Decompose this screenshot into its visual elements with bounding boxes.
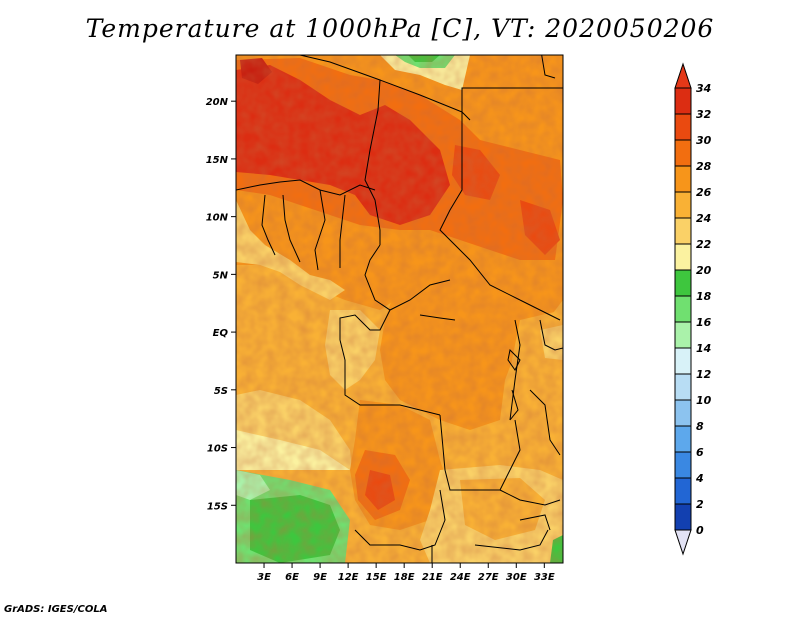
temperature-field	[236, 55, 563, 563]
lat-tick-label: 5S	[214, 386, 228, 397]
colorbar-label: 10	[696, 394, 712, 407]
lon-tick-label: 12E	[338, 572, 359, 583]
colorbar-swatch	[674, 113, 692, 141]
lat-tick-label: 15S	[207, 501, 228, 512]
colorbar-label: 6	[696, 446, 704, 459]
colorbar-label: 2	[696, 498, 704, 511]
colorbar-label: 28	[696, 160, 712, 173]
footer-credit: GrADS: IGES/COLA	[4, 604, 108, 615]
lon-tick-label: 18E	[394, 572, 415, 583]
lon-tick-label: 9E	[313, 572, 327, 583]
colorbar-label: 32	[696, 108, 712, 121]
map-frame	[235, 54, 564, 564]
colorbar-swatch	[674, 87, 692, 115]
country-borders	[236, 55, 563, 563]
lon-tick-label: 24E	[450, 572, 471, 583]
map-title: Temperature at 1000hPa [C], VT: 20200502…	[85, 14, 715, 43]
lon-tick-label: 15E	[366, 572, 387, 583]
colorbar-swatch	[674, 503, 692, 531]
colorbar-swatch	[674, 451, 692, 479]
colorbar-swatch	[674, 191, 692, 219]
colorbar-swatch	[674, 373, 692, 401]
lat-tick-label: 10N	[206, 213, 229, 224]
colorbar-label: 14	[696, 342, 711, 355]
latitude-axis: 20N 15N 10N 5N EQ 5S 10S 15S	[206, 97, 236, 512]
lat-tick-label: EQ	[213, 328, 229, 339]
colorbar-label: 0	[696, 524, 704, 537]
lon-tick-label: 30E	[506, 572, 527, 583]
longitude-axis: 3E 6E 9E 12E 15E 18E 21E 24E 27E 30E 33E	[257, 563, 555, 583]
colorbar-swatch	[674, 321, 692, 349]
colorbar-label: 20	[696, 264, 712, 277]
lon-tick-label: 6E	[285, 572, 299, 583]
colorbar-label: 12	[696, 368, 712, 381]
lat-tick-label: 5N	[213, 270, 229, 281]
colorbar-label: 8	[696, 420, 704, 433]
lat-tick-label: 10S	[207, 444, 228, 455]
colorbar-swatch	[674, 139, 692, 167]
lon-tick-label: 21E	[422, 572, 443, 583]
colorbar-swatch	[674, 347, 692, 375]
lat-tick-label: 15N	[206, 155, 229, 166]
colorbar-swatch	[674, 269, 692, 297]
colorbar-top-arrow	[674, 62, 692, 89]
colorbar-swatch	[674, 243, 692, 271]
colorbar-swatch	[674, 295, 692, 323]
colorbar-swatch	[674, 399, 692, 427]
lat-tick-label: 20N	[206, 97, 229, 108]
colorbar-swatch	[674, 217, 692, 245]
colorbar-label: 18	[696, 290, 712, 303]
colorbar-label: 4	[695, 472, 704, 485]
colorbar-label: 30	[696, 134, 712, 147]
colorbar-bottom-arrow	[674, 529, 692, 556]
colorbar-label: 16	[696, 316, 712, 329]
lon-tick-label: 27E	[478, 572, 499, 583]
lon-tick-label: 3E	[257, 572, 271, 583]
colorbar-label: 26	[696, 186, 712, 199]
colorbar-swatch	[674, 425, 692, 453]
colorbar-swatch	[674, 165, 692, 193]
colorbar-label: 34	[696, 82, 711, 95]
colorbar-label: 22	[696, 238, 712, 251]
lon-tick-label: 33E	[534, 572, 555, 583]
colorbar-label: 24	[696, 212, 711, 225]
colorbar-swatch	[674, 477, 692, 505]
